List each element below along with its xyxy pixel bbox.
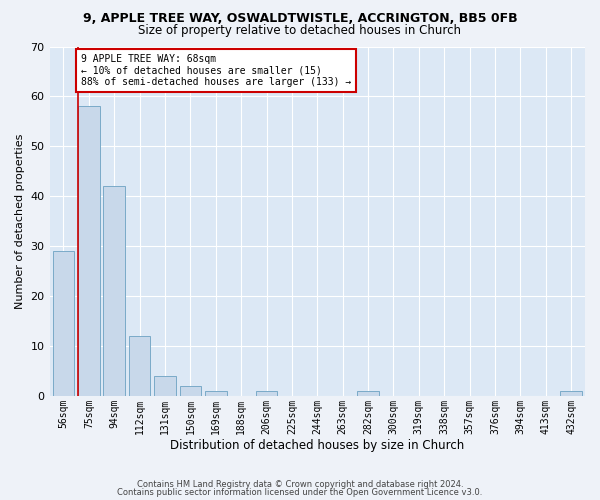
Text: 9, APPLE TREE WAY, OSWALDTWISTLE, ACCRINGTON, BB5 0FB: 9, APPLE TREE WAY, OSWALDTWISTLE, ACCRIN… <box>83 12 517 26</box>
Bar <box>78 106 100 396</box>
Text: 9 APPLE TREE WAY: 68sqm
← 10% of detached houses are smaller (15)
88% of semi-de: 9 APPLE TREE WAY: 68sqm ← 10% of detache… <box>81 54 351 87</box>
Bar <box>357 391 379 396</box>
Y-axis label: Number of detached properties: Number of detached properties <box>15 134 25 309</box>
Bar <box>179 386 201 396</box>
Text: Contains HM Land Registry data © Crown copyright and database right 2024.: Contains HM Land Registry data © Crown c… <box>137 480 463 489</box>
Bar <box>154 376 176 396</box>
Text: Size of property relative to detached houses in Church: Size of property relative to detached ho… <box>139 24 461 37</box>
Bar <box>129 336 151 396</box>
Bar <box>53 251 74 396</box>
X-axis label: Distribution of detached houses by size in Church: Distribution of detached houses by size … <box>170 440 464 452</box>
Bar <box>205 391 227 396</box>
Bar <box>103 186 125 396</box>
Bar <box>560 391 582 396</box>
Bar <box>256 391 277 396</box>
Text: Contains public sector information licensed under the Open Government Licence v3: Contains public sector information licen… <box>118 488 482 497</box>
